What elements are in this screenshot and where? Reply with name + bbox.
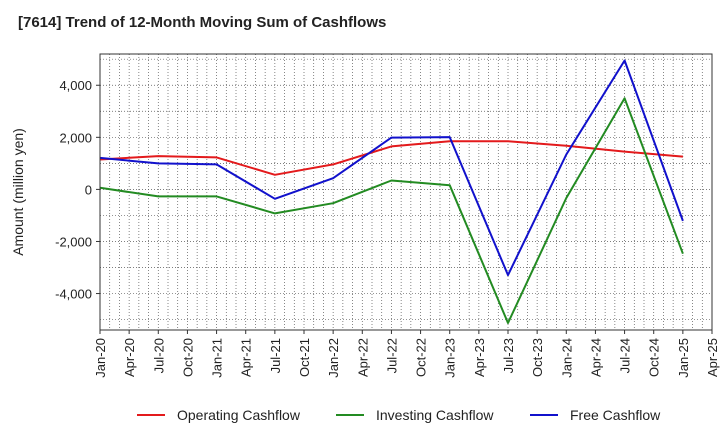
x-tick-label: Jan-20 bbox=[93, 338, 108, 378]
x-tick-label: Oct-21 bbox=[297, 338, 312, 377]
y-tick-label: -4,000 bbox=[55, 287, 92, 302]
x-tick-label: Jan-24 bbox=[559, 338, 574, 378]
legend-item-free: Free Cashflow bbox=[530, 404, 660, 426]
x-tick-label: Oct-23 bbox=[530, 338, 545, 377]
x-tick-label: Jan-21 bbox=[210, 338, 225, 378]
series-layer bbox=[99, 59, 684, 324]
y-tick-label: -2,000 bbox=[55, 234, 92, 249]
x-tick-label: Apr-24 bbox=[588, 338, 603, 377]
x-tick-label: Jul-20 bbox=[151, 338, 166, 373]
chart-title: [7614] Trend of 12-Month Moving Sum of C… bbox=[18, 14, 387, 31]
series-line-free-cashflow bbox=[99, 59, 684, 277]
x-tick-label: Jan-22 bbox=[326, 338, 341, 378]
legend-item-operating: Operating Cashflow bbox=[137, 404, 300, 426]
y-tick-label: 4,000 bbox=[59, 78, 92, 93]
x-tick-label: Apr-21 bbox=[239, 338, 254, 377]
x-tick-label: Oct-24 bbox=[647, 338, 662, 377]
x-tick-label: Jan-23 bbox=[443, 338, 458, 378]
x-tick-label: Apr-23 bbox=[472, 338, 487, 377]
legend: Operating Cashflow Investing Cashflow Fr… bbox=[0, 404, 720, 426]
legend-swatch-free bbox=[530, 414, 558, 416]
x-tick-label: Apr-22 bbox=[355, 338, 370, 377]
legend-swatch-investing bbox=[336, 414, 364, 416]
legend-label-investing: Investing Cashflow bbox=[376, 407, 494, 423]
series-line-operating-cashflow bbox=[99, 140, 683, 176]
y-axis-label: Amount (million yen) bbox=[10, 128, 26, 256]
y-tick-label: 0 bbox=[85, 182, 92, 197]
legend-swatch-operating bbox=[137, 414, 165, 416]
x-tick-label: Jan-25 bbox=[676, 338, 691, 378]
legend-label-free: Free Cashflow bbox=[570, 407, 661, 423]
x-tick-label: Jul-24 bbox=[618, 338, 633, 373]
x-tick-label: Apr-20 bbox=[122, 338, 137, 377]
axis-layer: -4,000 -2,000 0 2,000 4,000 Jan-20 Apr-20 Jul-2… bbox=[55, 78, 720, 378]
series-line-investing-cashflow bbox=[99, 97, 684, 324]
x-tick-label: Oct-22 bbox=[414, 338, 429, 377]
plot-frame bbox=[99, 53, 713, 331]
x-tick-label: Jul-21 bbox=[268, 338, 283, 373]
x-tick-label: Apr-25 bbox=[705, 338, 720, 377]
x-tick-label: Oct-20 bbox=[180, 338, 195, 377]
x-tick-label: Jul-23 bbox=[501, 338, 516, 373]
legend-item-investing: Investing Cashflow bbox=[336, 404, 494, 426]
grid-layer bbox=[100, 54, 712, 330]
x-tick-label: Jul-22 bbox=[384, 338, 399, 373]
y-tick-label: 2,000 bbox=[59, 130, 92, 145]
legend-label-operating: Operating Cashflow bbox=[177, 407, 300, 423]
